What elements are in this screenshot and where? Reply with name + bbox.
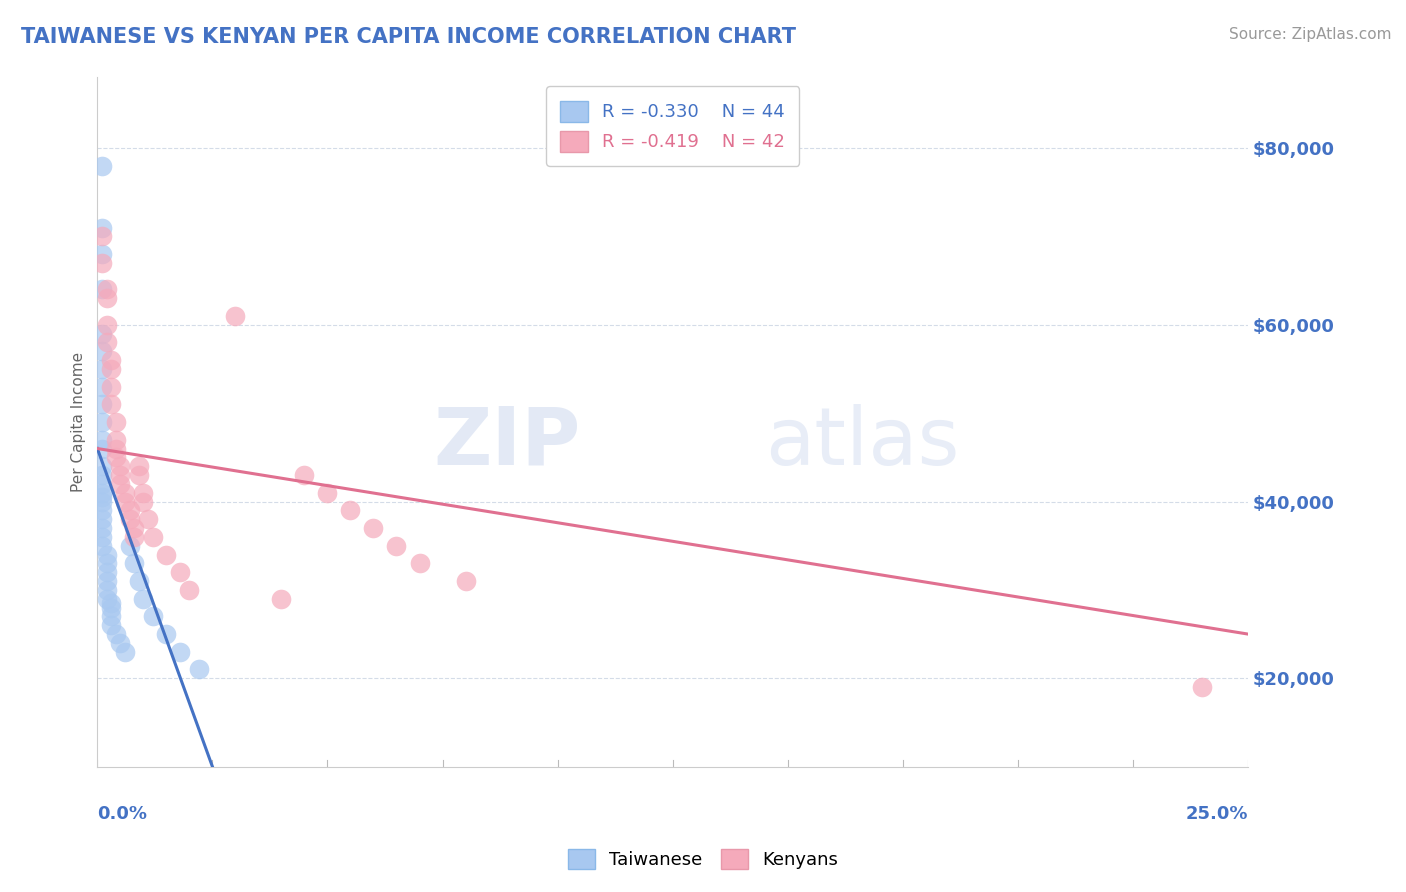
- Point: [96, 591, 118, 606]
- Point: [128, 468, 150, 483]
- Point: [91, 247, 114, 261]
- Point: [104, 450, 127, 465]
- Point: [91, 159, 114, 173]
- Text: 25.0%: 25.0%: [1185, 805, 1249, 823]
- Point: [96, 565, 118, 579]
- Point: [91, 512, 114, 526]
- Point: [91, 283, 114, 297]
- Point: [91, 256, 114, 270]
- Point: [91, 229, 114, 244]
- Point: [169, 645, 191, 659]
- Point: [122, 530, 145, 544]
- Point: [385, 539, 408, 553]
- Point: [100, 600, 122, 615]
- Point: [91, 468, 114, 483]
- Point: [179, 582, 201, 597]
- Point: [91, 442, 114, 456]
- Point: [294, 468, 316, 483]
- Point: [128, 574, 150, 588]
- Legend: R = -0.330    N = 44, R = -0.419    N = 42: R = -0.330 N = 44, R = -0.419 N = 42: [546, 87, 799, 166]
- Point: [1191, 680, 1213, 694]
- Point: [118, 539, 141, 553]
- Point: [110, 476, 132, 491]
- Point: [91, 415, 114, 429]
- Point: [114, 485, 136, 500]
- Point: [91, 326, 114, 341]
- Point: [104, 415, 127, 429]
- Point: [91, 521, 114, 535]
- Point: [100, 362, 122, 376]
- Point: [110, 636, 132, 650]
- Point: [100, 397, 122, 411]
- Point: [91, 459, 114, 474]
- Point: [316, 485, 339, 500]
- Text: 0.0%: 0.0%: [97, 805, 148, 823]
- Point: [96, 574, 118, 588]
- Point: [155, 627, 177, 641]
- Point: [454, 574, 477, 588]
- Text: ZIP: ZIP: [433, 404, 581, 482]
- Point: [128, 459, 150, 474]
- Point: [132, 494, 155, 508]
- Point: [96, 283, 118, 297]
- Point: [142, 530, 165, 544]
- Text: TAIWANESE VS KENYAN PER CAPITA INCOME CORRELATION CHART: TAIWANESE VS KENYAN PER CAPITA INCOME CO…: [21, 27, 796, 46]
- Point: [100, 353, 122, 368]
- Point: [187, 662, 209, 676]
- Point: [118, 512, 141, 526]
- Point: [96, 548, 118, 562]
- Point: [96, 557, 118, 571]
- Point: [96, 291, 118, 305]
- Point: [132, 591, 155, 606]
- Point: [114, 645, 136, 659]
- Point: [132, 485, 155, 500]
- Point: [96, 582, 118, 597]
- Point: [104, 433, 127, 447]
- Point: [104, 442, 127, 456]
- Point: [91, 503, 114, 517]
- Y-axis label: Per Capita Income: Per Capita Income: [72, 352, 86, 492]
- Point: [100, 379, 122, 393]
- Point: [169, 565, 191, 579]
- Point: [270, 591, 292, 606]
- Point: [96, 318, 118, 332]
- Point: [110, 459, 132, 474]
- Point: [136, 512, 159, 526]
- Point: [96, 335, 118, 350]
- Legend: Taiwanese, Kenyans: Taiwanese, Kenyans: [558, 839, 848, 879]
- Point: [363, 521, 385, 535]
- Point: [91, 539, 114, 553]
- Point: [114, 494, 136, 508]
- Point: [104, 627, 127, 641]
- Point: [91, 530, 114, 544]
- Point: [100, 618, 122, 632]
- Point: [91, 379, 114, 393]
- Point: [91, 476, 114, 491]
- Point: [91, 344, 114, 359]
- Point: [155, 548, 177, 562]
- Point: [122, 557, 145, 571]
- Point: [118, 503, 141, 517]
- Point: [91, 433, 114, 447]
- Point: [110, 468, 132, 483]
- Point: [408, 557, 430, 571]
- Point: [91, 397, 114, 411]
- Point: [91, 485, 114, 500]
- Point: [91, 490, 114, 504]
- Point: [142, 609, 165, 624]
- Point: [224, 309, 246, 323]
- Text: Source: ZipAtlas.com: Source: ZipAtlas.com: [1229, 27, 1392, 42]
- Point: [122, 521, 145, 535]
- Point: [339, 503, 361, 517]
- Text: atlas: atlas: [765, 404, 959, 482]
- Point: [100, 596, 122, 610]
- Point: [91, 494, 114, 508]
- Point: [91, 220, 114, 235]
- Point: [100, 609, 122, 624]
- Point: [91, 362, 114, 376]
